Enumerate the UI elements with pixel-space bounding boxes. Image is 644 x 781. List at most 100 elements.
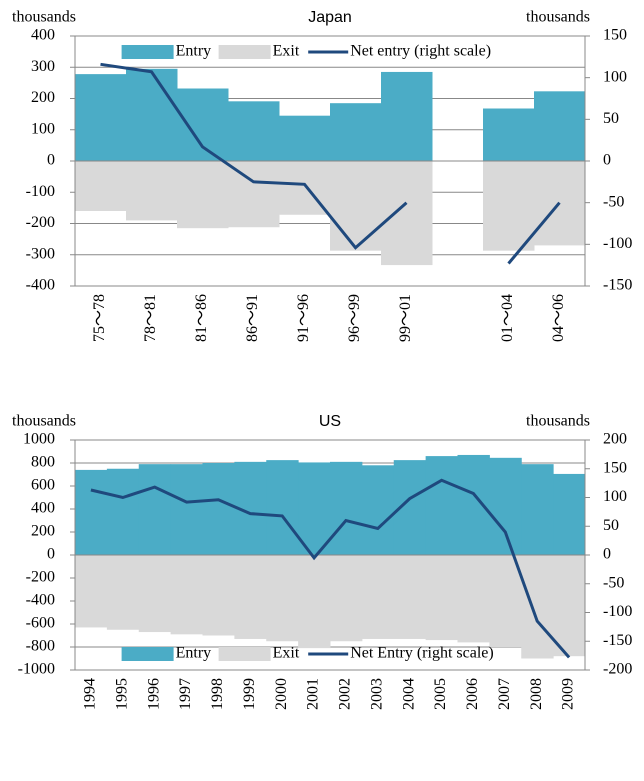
x-tick-label: 2007	[496, 678, 513, 710]
x-tick-label: 2003	[368, 678, 385, 710]
y-axis-unit: thousands	[12, 413, 76, 430]
x-tick-label: 91～96	[295, 294, 312, 342]
y-tick-label: 200	[31, 523, 55, 540]
y-tick-label: 400	[31, 500, 55, 517]
y2-tick-label: -50	[603, 193, 624, 210]
x-tick-label: 86～91	[244, 294, 261, 342]
y-tick-label: -200	[26, 214, 55, 231]
y2-tick-label: 50	[603, 110, 619, 127]
bar	[138, 464, 172, 555]
x-tick-label: 01～04	[499, 294, 516, 342]
bar	[457, 454, 490, 555]
x-tick-label: 81～86	[193, 294, 210, 342]
bar	[330, 461, 363, 555]
x-tick-label: 1994	[82, 678, 99, 710]
y-tick-label: 600	[31, 477, 55, 494]
y-tick-label: -200	[26, 569, 55, 586]
bar	[106, 555, 140, 630]
x-tick-label: 2009	[560, 678, 577, 710]
y2-tick-label: 150	[603, 27, 627, 44]
x-tick-label: 2005	[432, 678, 449, 710]
x-tick-label: 99～01	[397, 294, 414, 342]
y2-tick-label: 150	[603, 459, 627, 476]
y2-tick-label: 0	[603, 546, 611, 563]
bar	[489, 555, 522, 647]
bar	[126, 161, 178, 221]
y2-tick-label: 0	[603, 152, 611, 169]
bar	[228, 161, 280, 228]
x-tick-label: 1997	[177, 678, 194, 710]
bar	[75, 469, 108, 555]
y2-tick-label: -100	[603, 235, 632, 252]
bar	[228, 101, 280, 161]
y-tick-label: 1000	[23, 431, 55, 448]
y-tick-label: -400	[26, 592, 55, 609]
y-tick-label: 300	[31, 58, 55, 75]
bar	[266, 555, 299, 642]
y2-tick-label: 100	[603, 68, 627, 85]
bar	[330, 555, 363, 642]
net-line	[100, 62, 561, 265]
legend-swatch	[121, 45, 174, 59]
bar	[170, 464, 203, 555]
bar	[75, 555, 108, 628]
chart-title: US	[319, 413, 341, 430]
legend-swatch	[218, 647, 271, 661]
y-tick-label: -1000	[18, 661, 55, 678]
y-tick-label: 100	[31, 120, 55, 137]
y-tick-label: -800	[26, 638, 55, 655]
bar	[126, 68, 178, 161]
x-tick-label: 1995	[113, 678, 130, 710]
y2-tick-label: -100	[603, 603, 632, 620]
bar	[393, 555, 427, 639]
bar	[489, 457, 522, 555]
y2-axis-unit: thousands	[526, 9, 590, 26]
bar	[202, 555, 235, 636]
bar	[457, 555, 490, 643]
chart-title: Japan	[308, 9, 352, 26]
x-tick-label: 04～06	[550, 294, 567, 342]
x-tick-label: 2002	[337, 678, 354, 710]
bar	[177, 161, 229, 229]
y2-tick-label: -150	[603, 277, 632, 294]
bar	[483, 161, 535, 251]
legend-label: Exit	[273, 645, 300, 662]
bar	[75, 161, 127, 211]
bar	[202, 463, 235, 555]
legend-label: Exit	[273, 43, 300, 60]
bar	[425, 555, 458, 641]
y-tick-label: 200	[31, 89, 55, 106]
y-tick-label: 0	[47, 152, 55, 169]
y2-tick-label: 200	[603, 431, 627, 448]
bar	[553, 473, 586, 555]
x-tick-label: 1998	[209, 678, 226, 710]
y2-tick-label: 50	[603, 517, 619, 534]
bar	[521, 555, 554, 659]
bar	[483, 108, 535, 161]
legend-label: Entry	[176, 645, 212, 662]
net-line	[90, 478, 571, 659]
legend-label: Net entry (right scale)	[350, 43, 491, 60]
bar	[234, 555, 267, 639]
x-tick-label: 75～78	[91, 294, 108, 342]
bar	[106, 468, 140, 555]
y2-tick-label: -50	[603, 574, 624, 591]
legend-swatch	[218, 45, 271, 59]
bar	[298, 555, 331, 649]
y-axis-unit: thousands	[12, 9, 76, 26]
x-tick-label: 78～81	[142, 294, 159, 342]
y-tick-label: 800	[31, 454, 55, 471]
y-tick-label: -300	[26, 245, 55, 262]
bar	[361, 465, 395, 555]
x-tick-label: 2006	[464, 678, 481, 710]
bar	[170, 555, 203, 635]
legend-label: Net Entry (right scale)	[350, 645, 494, 662]
x-tick-label: 1999	[241, 678, 258, 710]
y-tick-label: -100	[26, 183, 55, 200]
bar	[521, 464, 554, 555]
y-tick-label: -600	[26, 615, 55, 632]
bar	[177, 88, 229, 161]
x-tick-label: 2001	[305, 678, 322, 710]
